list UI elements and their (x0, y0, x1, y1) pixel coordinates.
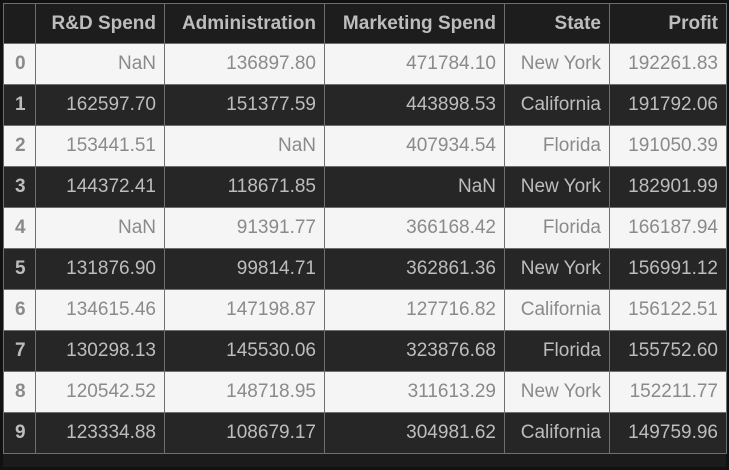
cell-profit: 182901.99 (609, 166, 727, 208)
cell-administration: 151377.59 (164, 84, 325, 126)
cell-administration: 148718.95 (164, 371, 325, 413)
cell-profit: 191050.39 (609, 125, 727, 167)
row-index: 6 (3, 289, 36, 331)
row-index: 4 (3, 207, 36, 249)
dataframe-table: R&D Spend Administration Marketing Spend… (3, 3, 727, 454)
cell-rd-spend: 123334.88 (35, 412, 165, 454)
table-row: 8 120542.52 148718.95 311613.29 New York… (3, 371, 727, 413)
cell-profit: 155752.60 (609, 330, 727, 372)
cell-marketing-spend: NaN (324, 166, 505, 208)
cell-rd-spend: 131876.90 (35, 248, 165, 290)
table-row: 3 144372.41 118671.85 NaN New York 18290… (3, 166, 727, 208)
row-index: 8 (3, 371, 36, 413)
column-header-profit: Profit (609, 3, 727, 44)
table-row: 9 123334.88 108679.17 304981.62 Californ… (3, 412, 727, 454)
cell-profit: 156991.12 (609, 248, 727, 290)
cell-profit: 192261.83 (609, 43, 727, 85)
cell-profit: 149759.96 (609, 412, 727, 454)
cell-marketing-spend: 362861.36 (324, 248, 505, 290)
index-column-header (3, 3, 36, 44)
column-header-rd-spend: R&D Spend (35, 3, 165, 44)
row-index: 7 (3, 330, 36, 372)
table-row: 4 NaN 91391.77 366168.42 Florida 166187.… (3, 207, 727, 249)
table-row: 0 NaN 136897.80 471784.10 New York 19226… (3, 43, 727, 85)
table-body: 0 NaN 136897.80 471784.10 New York 19226… (3, 43, 727, 454)
cell-state: California (504, 412, 610, 454)
cell-administration: 145530.06 (164, 330, 325, 372)
cell-rd-spend: NaN (35, 207, 165, 249)
cell-rd-spend: 162597.70 (35, 84, 165, 126)
cell-rd-spend: NaN (35, 43, 165, 85)
cell-profit: 152211.77 (609, 371, 727, 413)
column-header-state: State (504, 3, 610, 44)
cell-state: New York (504, 166, 610, 208)
row-index: 3 (3, 166, 36, 208)
cell-marketing-spend: 304981.62 (324, 412, 505, 454)
table-row: 1 162597.70 151377.59 443898.53 Californ… (3, 84, 727, 126)
cell-administration: 118671.85 (164, 166, 325, 208)
cell-state: New York (504, 43, 610, 85)
table-row: 5 131876.90 99814.71 362861.36 New York … (3, 248, 727, 290)
row-index: 5 (3, 248, 36, 290)
column-header-administration: Administration (164, 3, 325, 44)
cell-administration: 147198.87 (164, 289, 325, 331)
cell-administration: 136897.80 (164, 43, 325, 85)
cell-marketing-spend: 443898.53 (324, 84, 505, 126)
cell-rd-spend: 144372.41 (35, 166, 165, 208)
cell-marketing-spend: 127716.82 (324, 289, 505, 331)
cell-rd-spend: 134615.46 (35, 289, 165, 331)
cell-marketing-spend: 471784.10 (324, 43, 505, 85)
cell-profit: 191792.06 (609, 84, 727, 126)
cell-state: New York (504, 248, 610, 290)
column-header-marketing-spend: Marketing Spend (324, 3, 505, 44)
row-index: 2 (3, 125, 36, 167)
cell-profit: 156122.51 (609, 289, 727, 331)
cell-administration: 99814.71 (164, 248, 325, 290)
cell-state: California (504, 289, 610, 331)
cell-state: Florida (504, 330, 610, 372)
cell-rd-spend: 120542.52 (35, 371, 165, 413)
cell-marketing-spend: 407934.54 (324, 125, 505, 167)
cell-marketing-spend: 323876.68 (324, 330, 505, 372)
cell-state: New York (504, 371, 610, 413)
table-row: 6 134615.46 147198.87 127716.82 Californ… (3, 289, 727, 331)
cell-state: Florida (504, 125, 610, 167)
cell-rd-spend: 130298.13 (35, 330, 165, 372)
cell-marketing-spend: 366168.42 (324, 207, 505, 249)
row-index: 0 (3, 43, 36, 85)
cell-profit: 166187.94 (609, 207, 727, 249)
cell-state: California (504, 84, 610, 126)
cell-administration: 108679.17 (164, 412, 325, 454)
cell-state: Florida (504, 207, 610, 249)
cell-rd-spend: 153441.51 (35, 125, 165, 167)
table-row: 7 130298.13 145530.06 323876.68 Florida … (3, 330, 727, 372)
cell-administration: 91391.77 (164, 207, 325, 249)
row-index: 9 (3, 412, 36, 454)
header-row: R&D Spend Administration Marketing Spend… (3, 3, 727, 44)
cell-marketing-spend: 311613.29 (324, 371, 505, 413)
table-header: R&D Spend Administration Marketing Spend… (3, 3, 727, 44)
table-row: 2 153441.51 NaN 407934.54 Florida 191050… (3, 125, 727, 167)
row-index: 1 (3, 84, 36, 126)
cell-administration: NaN (164, 125, 325, 167)
dataframe-output: R&D Spend Administration Marketing Spend… (3, 3, 727, 467)
